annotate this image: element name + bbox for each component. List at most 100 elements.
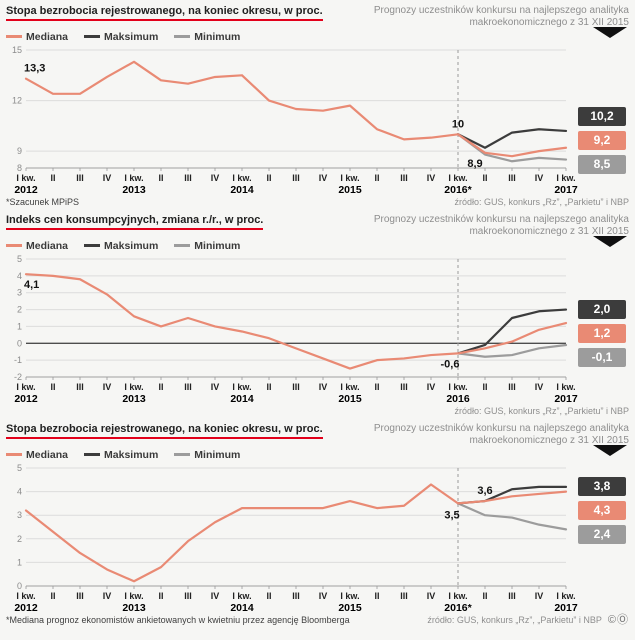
svg-text:IV: IV [103,382,112,392]
svg-text:IV: IV [211,382,220,392]
svg-text:I kw.: I kw. [340,173,359,183]
forecast-endbox-min: 2,4 [578,525,626,545]
forecast-endbox-max: 10,2 [578,106,626,126]
svg-text:2015: 2015 [338,393,362,405]
svg-text:I kw.: I kw. [16,173,35,183]
chart-panel-unemployment: Stopa bezrobocia rejestrowanego, na koni… [0,0,635,209]
median-line-swatch [6,453,22,456]
svg-text:I kw.: I kw. [232,173,251,183]
chart-title: Indeks cen konsumpcyjnych, zmiana r./r.,… [6,214,264,230]
svg-text:IV: IV [319,382,328,392]
svg-text:2015: 2015 [338,184,362,196]
svg-text:5: 5 [17,254,22,264]
forecast-note: Prognozy uczestników konkursu na najleps… [373,214,629,237]
svg-text:8: 8 [17,163,22,173]
chart-title: Stopa bezrobocia rejestrowanego, na koni… [6,423,323,439]
svg-text:2016*: 2016* [444,184,472,196]
legend-label-min: Minimum [194,448,241,461]
svg-text:2017: 2017 [554,602,578,614]
svg-text:II: II [266,382,271,392]
svg-text:II: II [158,382,163,392]
svg-text:II: II [482,591,487,601]
svg-text:2014: 2014 [230,393,254,405]
svg-text:IV: IV [427,173,436,183]
svg-text:II: II [158,173,163,183]
svg-text:II: II [50,173,55,183]
svg-text:III: III [76,382,84,392]
max-line-swatch [84,244,101,247]
svg-text:III: III [400,382,408,392]
svg-text:II: II [158,591,163,601]
svg-text:2012: 2012 [14,184,38,196]
svg-text:III: III [292,382,300,392]
svg-text:-0,6: -0,6 [441,358,460,370]
chart-plot-area: 8 9 12 15 I kw. 2012 II III IV I kw. 2013 II III IV I … [6,44,629,197]
legend-item-max: Maksimum [84,449,158,461]
svg-text:3,5: 3,5 [444,509,459,521]
svg-text:I kw.: I kw. [16,591,35,601]
chart-plot-area: -2 -1 0 1 2 3 4 5 I kw. 2012 II III IV I kw. 2013 II III… [6,253,629,406]
panel-footer: źródło: GUS, konkurs „Rz”, „Parkietu” i … [6,406,629,417]
min-line-swatch [174,453,191,456]
svg-text:III: III [400,591,408,601]
svg-text:4: 4 [17,487,22,497]
chart-source: źródło: GUS, konkurs „Rz”, „Parkietu” i … [454,197,629,207]
svg-text:IV: IV [319,591,328,601]
chart-footnote: *Szacunek MPiPS [6,197,80,207]
legend-label-min: Minimum [194,239,241,252]
svg-text:IV: IV [535,173,544,183]
svg-text:III: III [184,382,192,392]
svg-text:II: II [374,382,379,392]
forecast-note: Prognozy uczestników konkursu na najleps… [373,5,629,28]
forecast-endbox-min: -0,1 [578,348,626,368]
forecast-endbox-min: 8,5 [578,154,626,174]
svg-text:1: 1 [17,557,22,567]
chart-legend: Mediana Maksimum Minimum [6,30,629,43]
svg-text:III: III [508,591,516,601]
svg-text:15: 15 [12,45,22,55]
svg-text:III: III [76,591,84,601]
svg-text:2014: 2014 [230,184,254,196]
svg-text:8,9: 8,9 [467,158,482,170]
svg-text:I kw.: I kw. [556,173,575,183]
svg-text:2: 2 [17,534,22,544]
svg-text:III: III [508,382,516,392]
svg-text:10: 10 [452,118,464,130]
svg-text:I kw.: I kw. [124,382,143,392]
pennant-flag-icon [593,27,627,38]
svg-text:2014: 2014 [230,602,254,614]
chart-source: źródło: GUS, konkurs „Rz”, „Parkietu” i … [454,406,629,416]
svg-text:III: III [184,173,192,183]
svg-text:2013: 2013 [122,602,146,614]
svg-text:12: 12 [12,96,22,106]
svg-text:III: III [76,173,84,183]
legend-label-median: Mediana [26,30,69,43]
svg-text:I kw.: I kw. [124,173,143,183]
svg-text:0: 0 [17,581,22,591]
svg-text:3: 3 [17,288,22,298]
chart-legend: Mediana Maksimum Minimum [6,448,629,461]
legend-item-median: Mediana [6,31,68,43]
panel-header: Stopa bezrobocia rejestrowanego, na koni… [6,5,629,29]
svg-text:4: 4 [17,271,22,281]
forecast-endbox-max: 3,8 [578,477,626,497]
svg-text:0: 0 [17,338,22,348]
svg-text:-1: -1 [14,355,22,365]
svg-text:IV: IV [103,591,112,601]
svg-text:-2: -2 [14,372,22,382]
min-line-swatch [174,35,191,38]
cc-license-icons: ©Ⓞ [607,614,629,626]
svg-text:III: III [292,591,300,601]
legend-item-max: Maksimum [84,31,158,43]
svg-text:2016*: 2016* [444,602,472,614]
forecast-note: Prognozy uczestników konkursu na najleps… [373,423,629,446]
svg-text:IV: IV [103,173,112,183]
legend-label-min: Minimum [194,30,241,43]
legend-item-max: Maksimum [84,240,158,252]
panel-footer: *Mediana prognoz ekonomistów ankietowany… [6,615,629,626]
legend-label-max: Maksimum [104,239,159,252]
svg-text:I kw.: I kw. [124,591,143,601]
svg-text:III: III [292,173,300,183]
